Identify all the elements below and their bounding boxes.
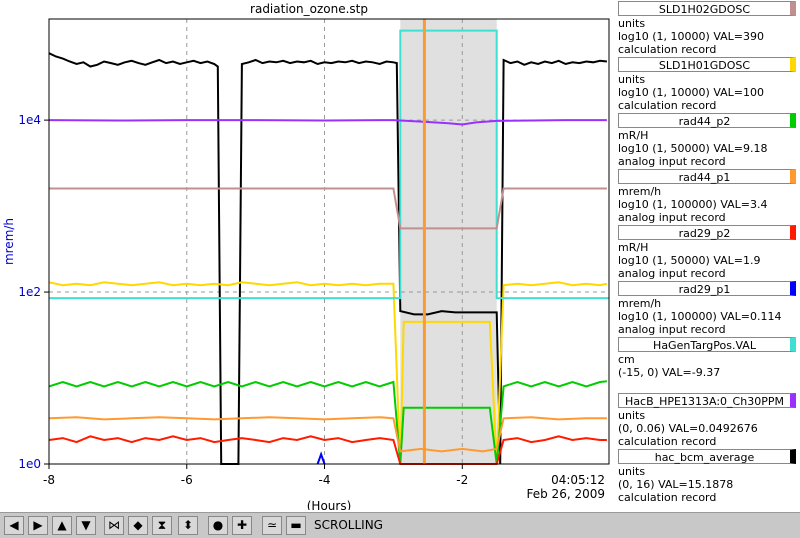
zoom-out-vertical-icon[interactable]: ⬍ xyxy=(178,516,198,535)
legend-item-range: log10 (1, 100000) VAL=0.114 xyxy=(618,310,782,323)
legend-item-unit: mR/H xyxy=(618,129,649,142)
legend-item-unit: units xyxy=(618,409,646,422)
legend-item-type: calculation record xyxy=(618,491,717,504)
legend-item-type: analog input record xyxy=(618,267,726,280)
legend-item-range: (-15, 0) VAL=-9.37 xyxy=(618,366,721,379)
legend-item-type: analog input record xyxy=(618,323,726,336)
legend-item-range: log10 (1, 100000) VAL=3.4 xyxy=(618,198,768,211)
legend-item-type: calculation record xyxy=(618,99,717,112)
legend-item[interactable]: HacB_HPE1313A:0_Ch30PPM units (0, 0.06) VA… xyxy=(614,392,800,448)
arrow-right-icon[interactable]: ▶ xyxy=(28,516,48,535)
plot-border xyxy=(48,18,610,465)
legend-item-unit: mR/H xyxy=(618,241,649,254)
legend-item[interactable]: rad44_p1 mrem/h log10 (1, 100000) VAL=3.4 a… xyxy=(614,168,800,224)
legend-item[interactable]: hac_bcm_average units (0, 16) VAL=15.1878 c… xyxy=(614,448,800,504)
arrow-down-icon[interactable]: ▼ xyxy=(76,516,96,535)
legend-item-unit: units xyxy=(618,73,646,86)
legend-item-range: (0, 0.06) VAL=0.0492676 xyxy=(618,422,758,435)
toolbar: ◀ ▶ ▲ ▼ ⋈ ◆ ⧗ ⬍ ● ✚ ≃ ▬ SCROLLING xyxy=(0,512,800,538)
zoom-in-vertical-icon[interactable]: ⧗ xyxy=(152,516,172,535)
legend-item[interactable]: rad44_p2 mR/H log10 (1, 50000) VAL=9.18 ana… xyxy=(614,112,800,168)
series-line xyxy=(316,451,326,465)
reset-icon[interactable]: ● xyxy=(208,516,228,535)
series-line xyxy=(48,119,607,126)
time-label: 04:05:12 xyxy=(551,473,605,487)
scroll-mode-label: SCROLLING xyxy=(314,518,383,532)
legend-item-name[interactable]: SLD1H01GDOSC xyxy=(618,57,796,72)
chart-title: radiation_ozone.stp xyxy=(250,2,368,16)
legend-item[interactable]: rad29_p2 mR/H log10 (1, 50000) VAL=1.9 anal… xyxy=(614,224,800,280)
legend-item-name[interactable]: rad44_p2 xyxy=(618,113,796,128)
legend-item-name[interactable]: rad44_p1 xyxy=(618,169,796,184)
stop-icon[interactable]: ▬ xyxy=(286,516,306,535)
x-axis-label: (Hours) xyxy=(307,499,352,510)
arrow-left-icon[interactable]: ◀ xyxy=(4,516,24,535)
y-tick-label: 1e0 xyxy=(18,457,41,471)
y-tick-label: 1e4 xyxy=(18,113,41,127)
legend-item[interactable]: HaGenTargPos.VAL cm (-15, 0) VAL=-9.37 xyxy=(614,336,800,392)
x-tick-label: -4 xyxy=(319,473,331,487)
legend-item-range: log10 (1, 50000) VAL=9.18 xyxy=(618,142,768,155)
legend-item-name[interactable]: HacB_HPE1313A:0_Ch30PPM xyxy=(618,393,796,408)
legend-item-name[interactable]: SLD1H02GDOSC xyxy=(618,1,796,16)
legend-item-name[interactable]: rad29_p2 xyxy=(618,225,796,240)
legend-item-unit: mrem/h xyxy=(618,297,662,310)
legend-item-unit: mrem/h xyxy=(618,185,662,198)
date-label: Feb 26, 2009 xyxy=(527,487,606,501)
legend-item-range: log10 (1, 10000) VAL=100 xyxy=(618,86,765,99)
legend-item[interactable]: SLD1H02GDOSC units log10 (1, 10000) VAL=39… xyxy=(614,0,800,56)
y-tick-label: 1e2 xyxy=(18,285,41,299)
legend-item-name[interactable]: rad29_p1 xyxy=(618,281,796,296)
x-tick-label: -2 xyxy=(456,473,468,487)
plot-frame xyxy=(48,18,610,465)
legend: SLD1H02GDOSC units log10 (1, 10000) VAL=39… xyxy=(614,0,800,510)
legend-item-range: (0, 16) VAL=15.1878 xyxy=(618,478,734,491)
series-line xyxy=(48,416,607,453)
y-axis-label: mrem/h xyxy=(2,218,16,265)
legend-item-name[interactable]: HaGenTargPos.VAL xyxy=(618,337,796,352)
legend-item-type: calculation record xyxy=(618,43,717,56)
scroll-mode-icon[interactable]: ≃ xyxy=(262,516,282,535)
legend-item-unit: units xyxy=(618,465,646,478)
series-line xyxy=(48,380,608,465)
legend-item[interactable]: SLD1H01GDOSC units log10 (1, 10000) VAL=10… xyxy=(614,56,800,112)
series-line xyxy=(49,29,609,300)
x-tick-label: -8 xyxy=(43,473,55,487)
legend-item-unit: units xyxy=(618,17,646,30)
legend-item-type: calculation record xyxy=(618,435,717,448)
legend-item-name[interactable]: hac_bcm_average xyxy=(618,449,796,464)
series-line xyxy=(48,281,608,465)
legend-item-range: log10 (1, 10000) VAL=390 xyxy=(618,30,765,43)
x-tick-label: -6 xyxy=(181,473,193,487)
zoom-in-horizontal-icon[interactable]: ⋈ xyxy=(104,516,124,535)
add-icon[interactable]: ✚ xyxy=(232,516,252,535)
series-line xyxy=(49,187,607,230)
series-line xyxy=(48,52,608,465)
legend-item-type: analog input record xyxy=(618,211,726,224)
chart-svg[interactable]: -8 -6 -4 -2 1e0 1e2 1e4 radiation_ozone.stpmrem… xyxy=(0,0,614,513)
highlight-band xyxy=(400,19,497,464)
zoom-out-horizontal-icon[interactable]: ◆ xyxy=(128,516,148,535)
legend-item-unit: cm xyxy=(618,353,635,366)
series-line xyxy=(48,435,607,465)
arrow-up-icon[interactable]: ▲ xyxy=(52,516,72,535)
legend-item-type: analog input record xyxy=(618,155,726,168)
legend-item[interactable]: rad29_p1 mrem/h log10 (1, 100000) VAL=0.11… xyxy=(614,280,800,336)
legend-item-range: log10 (1, 50000) VAL=1.9 xyxy=(618,254,761,267)
